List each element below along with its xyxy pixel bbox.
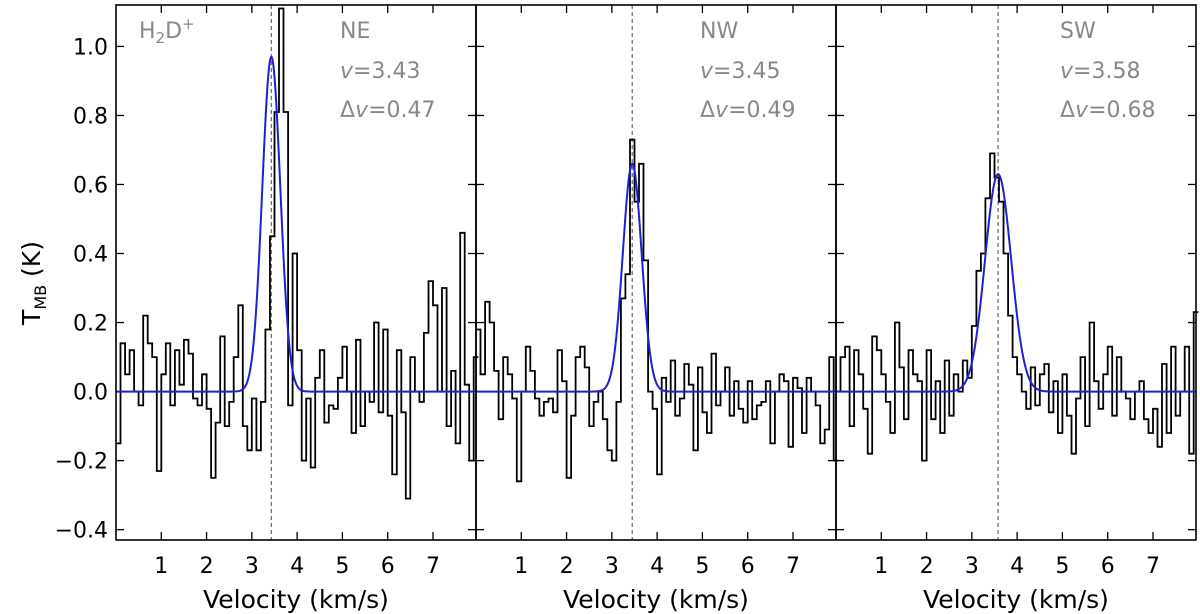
delta-symbol: Δ xyxy=(1060,98,1075,123)
linewidth-value: =0.49 xyxy=(728,98,795,123)
x-tick-label: 6 xyxy=(1101,554,1115,579)
x-tick-label: 1 xyxy=(154,554,168,579)
velocity-annotation: v=3.45 xyxy=(700,59,780,84)
panel-frame xyxy=(115,4,477,541)
velocity-value: =3.45 xyxy=(713,59,780,84)
gaussian-fit xyxy=(116,55,476,393)
delta-symbol: Δ xyxy=(340,98,355,123)
gaussian-fit xyxy=(476,162,836,393)
velocity-symbol: v xyxy=(700,59,714,84)
linewidth-symbol: v xyxy=(355,98,369,123)
x-axis-title: Velocity (km/s) xyxy=(203,585,389,614)
x-axis-title: Velocity (km/s) xyxy=(923,585,1109,614)
linewidth-annotation: Δv=0.47 xyxy=(340,98,436,123)
y-tick-label: 0.4 xyxy=(73,243,108,268)
velocity-symbol: v xyxy=(1060,59,1074,84)
x-tick-label: 2 xyxy=(920,554,934,579)
species-label-main: H xyxy=(139,19,156,44)
species-label-rest: D xyxy=(165,19,182,44)
delta-symbol: Δ xyxy=(700,98,715,123)
linewidth-value: =0.68 xyxy=(1088,98,1155,123)
observed-spectrum xyxy=(476,138,839,483)
x-axis-title: Velocity (km/s) xyxy=(563,585,749,614)
velocity-annotation: v=3.43 xyxy=(340,59,420,84)
x-tick-label: 4 xyxy=(650,554,664,579)
species-label-sup: + xyxy=(182,15,195,33)
x-tick-label: 6 xyxy=(741,554,755,579)
linewidth-annotation: Δv=0.68 xyxy=(1060,98,1156,123)
y-axis-title-unit: (K) xyxy=(17,241,46,285)
species-label-sub: 2 xyxy=(156,29,166,47)
y-tick-label: 0.8 xyxy=(73,104,108,129)
x-tick-label: 5 xyxy=(695,554,709,579)
x-tick-label: 1 xyxy=(874,554,888,579)
linewidth-symbol: v xyxy=(715,98,729,123)
panel-label: NW xyxy=(700,19,738,44)
x-tick-label: 5 xyxy=(335,554,349,579)
panel-frame xyxy=(835,4,1197,541)
linewidth-symbol: v xyxy=(1075,98,1089,123)
x-tick-label: 5 xyxy=(1055,554,1069,579)
x-tick-label: 7 xyxy=(1146,554,1160,579)
x-tick-label: 3 xyxy=(245,554,259,579)
velocity-value: =3.43 xyxy=(353,59,420,84)
y-axis-title-sub: MB xyxy=(31,285,50,310)
y-axis-title-main: T xyxy=(17,309,46,326)
y-tick-label: 0.0 xyxy=(73,381,108,406)
panel-label: SW xyxy=(1060,19,1096,44)
velocity-symbol: v xyxy=(340,59,354,84)
y-tick-label: 0.2 xyxy=(73,312,108,337)
x-tick-label: 2 xyxy=(560,554,574,579)
observed-spectrum xyxy=(116,7,479,500)
x-tick-label: 4 xyxy=(1010,554,1024,579)
y-tick-label: −0.2 xyxy=(55,450,108,475)
y-tick-label: 0.6 xyxy=(73,173,108,198)
velocity-annotation: v=3.58 xyxy=(1060,59,1140,84)
x-tick-label: 3 xyxy=(965,554,979,579)
gaussian-fit xyxy=(836,172,1196,393)
y-tick-label: −0.4 xyxy=(55,519,108,544)
linewidth-annotation: Δv=0.49 xyxy=(700,98,796,123)
x-tick-label: 7 xyxy=(426,554,440,579)
panel-frame xyxy=(475,4,837,541)
x-tick-label: 7 xyxy=(786,554,800,579)
x-tick-label: 6 xyxy=(381,554,395,579)
x-tick-label: 2 xyxy=(200,554,214,579)
linewidth-value: =0.47 xyxy=(368,98,435,123)
y-axis-title: TMB (K) xyxy=(17,241,50,326)
species-label: H2D+ xyxy=(139,15,195,47)
y-tick-label: 1.0 xyxy=(73,35,108,60)
y-tick-labels: −0.4 −0.2 0.0 0.2 0.4 0.6 0.8 1.0 xyxy=(55,35,108,543)
x-tick-label: 3 xyxy=(605,554,619,579)
x-tick-label: 1 xyxy=(514,554,528,579)
x-tick-label: 4 xyxy=(290,554,304,579)
panel-label: NE xyxy=(340,19,370,44)
observed-spectrum xyxy=(836,152,1199,462)
velocity-value: =3.58 xyxy=(1073,59,1140,84)
